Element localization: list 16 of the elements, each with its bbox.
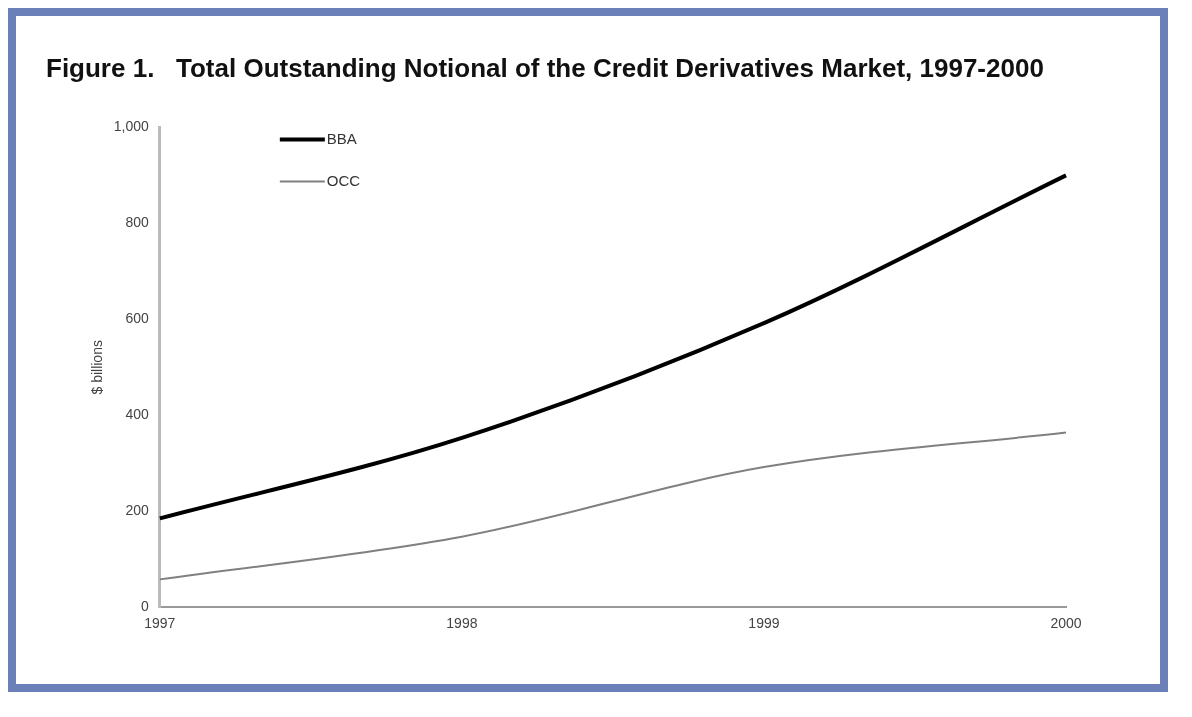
x-tick-label: 1998 bbox=[446, 615, 478, 632]
legend-label: OCC bbox=[326, 171, 361, 189]
y-tick-label: 200 bbox=[125, 501, 150, 518]
x-tick-label: 1999 bbox=[748, 615, 780, 632]
x-tick-label: 1997 bbox=[144, 615, 176, 632]
line-series bbox=[158, 431, 1067, 581]
y-axis-title: $ billions bbox=[89, 339, 106, 395]
y-tick-label: 0 bbox=[141, 597, 150, 614]
y-tick-label: 600 bbox=[125, 309, 150, 326]
x-tick-label: 2000 bbox=[1050, 615, 1082, 632]
y-tick-label: 800 bbox=[125, 214, 150, 231]
legend-label: BBA bbox=[326, 129, 357, 147]
chart-title: Figure 1. Total Outstanding Notional of the Credit Derivatives Market, 1997-2000 bbox=[46, 52, 1045, 85]
line-series bbox=[157, 173, 1068, 521]
y-tick-label: 400 bbox=[125, 405, 150, 422]
y-tick-label: 1,000 bbox=[113, 118, 150, 135]
